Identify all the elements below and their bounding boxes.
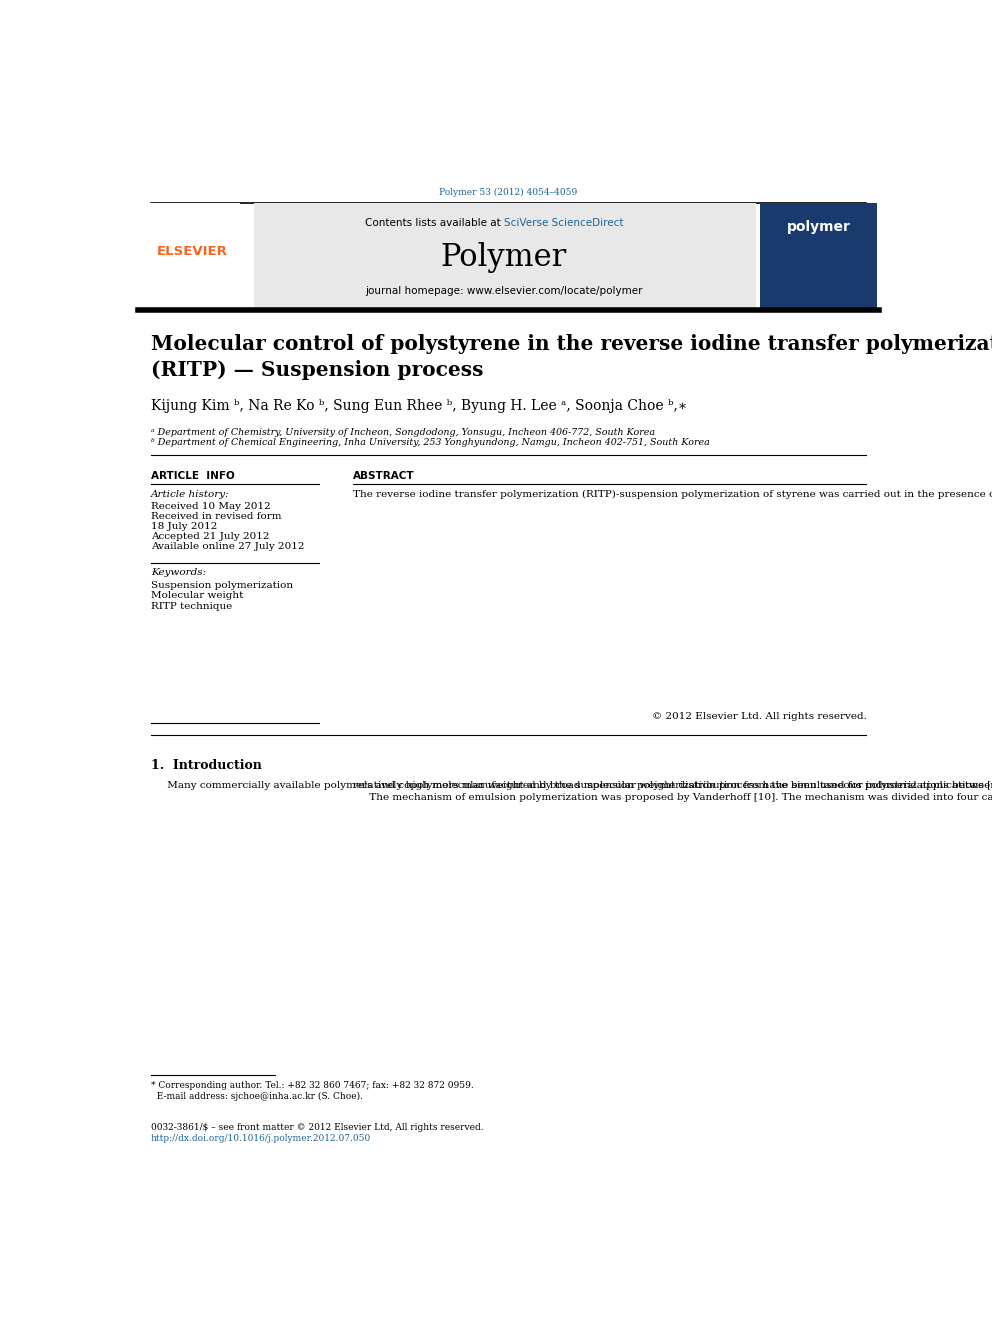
Bar [254,204,757,310]
Text: Article history:: Article history: [151,490,230,499]
Text: 1.  Introduction: 1. Introduction [151,759,262,773]
Text: http://dx.doi.org/10.1016/j.polymer.2012.07.050: http://dx.doi.org/10.1016/j.polymer.2012… [151,1134,371,1143]
Text: E-mail address: sjchoe@inha.ac.kr (S. Choe).: E-mail address: sjchoe@inha.ac.kr (S. Ch… [151,1091,363,1101]
Text: The reverse iodine transfer polymerization (RITP)-suspension polymerization of s: The reverse iodine transfer polymerizati… [352,490,992,499]
Text: Received in revised form: Received in revised form [151,512,282,521]
Text: © 2012 Elsevier Ltd. All rights reserved.: © 2012 Elsevier Ltd. All rights reserved… [652,712,866,721]
Text: ᵃ Department of Chemistry, University of Incheon, Songdodong, Yonsugu, Incheon 4: ᵃ Department of Chemistry, University of… [151,429,655,438]
Text: Kijung Kim ᵇ, Na Re Ko ᵇ, Sung Eun Rhee ᵇ, Byung H. Lee ᵃ, Soonja Choe ᵇ,∗: Kijung Kim ᵇ, Na Re Ko ᵇ, Sung Eun Rhee … [151,400,687,413]
Text: Many commercially available polymers and copolymers manufactured by the suspensi: Many commercially available polymers and… [151,781,992,790]
Text: Molecular control of polystyrene in the reverse iodine transfer polymerization
(: Molecular control of polystyrene in the … [151,335,992,380]
Text: journal homepage: www.elsevier.com/locate/polymer: journal homepage: www.elsevier.com/locat… [365,286,643,296]
Text: Accepted 21 July 2012: Accepted 21 July 2012 [151,532,270,541]
Text: Available online 27 July 2012: Available online 27 July 2012 [151,542,305,552]
Text: Molecular weight: Molecular weight [151,591,243,601]
Text: * Corresponding author. Tel.: +82 32 860 7467; fax: +82 32 872 0959.: * Corresponding author. Tel.: +82 32 860… [151,1081,474,1090]
Text: relatively high molecular weight and broad molecular weight distribution from th: relatively high molecular weight and bro… [352,781,992,802]
Bar [760,204,877,310]
Text: ARTICLE  INFO: ARTICLE INFO [151,471,235,480]
Text: SciVerse ScienceDirect: SciVerse ScienceDirect [504,218,623,228]
Text: Polymer 53 (2012) 4054–4059: Polymer 53 (2012) 4054–4059 [439,188,577,197]
Text: RITP technique: RITP technique [151,602,232,611]
Text: ABSTRACT: ABSTRACT [352,471,415,480]
Bar [138,204,240,310]
Text: 0032-3861/$ – see front matter © 2012 Elsevier Ltd, All rights reserved.: 0032-3861/$ – see front matter © 2012 El… [151,1123,484,1131]
Text: ELSEVIER: ELSEVIER [157,245,227,258]
Text: Polymer: Polymer [440,242,566,273]
Text: 18 July 2012: 18 July 2012 [151,523,217,532]
Text: ᵇ Department of Chemical Engineering, Inha University, 253 Yonghyundong, Namgu, : ᵇ Department of Chemical Engineering, In… [151,438,710,447]
Text: polymer: polymer [787,220,850,234]
Text: Contents lists available at: Contents lists available at [365,218,504,228]
Text: Keywords:: Keywords: [151,569,206,577]
Text: Received 10 May 2012: Received 10 May 2012 [151,503,271,511]
Text: Suspension polymerization: Suspension polymerization [151,581,294,590]
